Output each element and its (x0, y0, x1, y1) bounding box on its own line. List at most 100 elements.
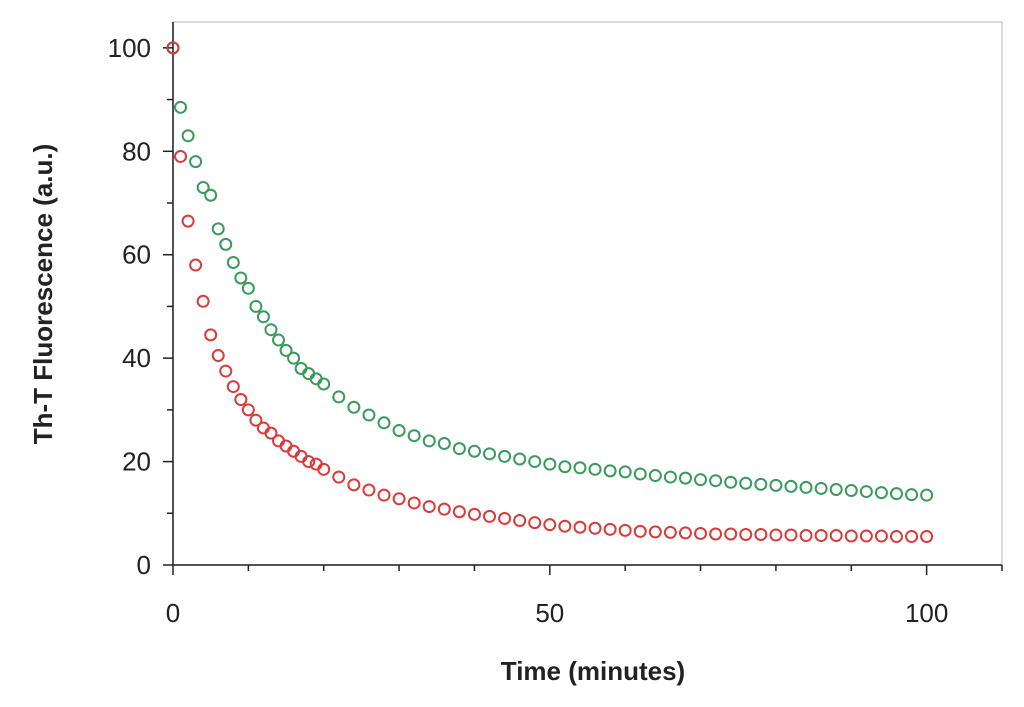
data-point (422, 500, 436, 514)
data-point (889, 530, 903, 544)
data-point (174, 100, 188, 114)
data-point (844, 484, 858, 498)
data-point (241, 281, 255, 295)
data-point (769, 528, 783, 542)
data-point (211, 222, 225, 236)
data-point (573, 461, 587, 475)
data-point (829, 529, 843, 543)
data-point (754, 477, 768, 491)
data-point (181, 129, 195, 143)
data-point (769, 478, 783, 492)
data-point (407, 496, 421, 510)
data-point (219, 364, 233, 378)
data-point (392, 492, 406, 506)
data-point (829, 482, 843, 496)
data-point (648, 525, 662, 539)
data-point (204, 188, 218, 202)
data-point (859, 529, 873, 543)
data-point (920, 530, 934, 544)
data-point (377, 416, 391, 430)
data-point (754, 527, 768, 541)
data-point (279, 343, 293, 357)
data-point (588, 521, 602, 535)
y-tick-label: 80 (122, 136, 151, 166)
data-point (347, 400, 361, 414)
data-point (241, 403, 255, 417)
x-tick-label: 100 (905, 598, 948, 628)
tick-labels: 0 50 100 0 20 40 60 80 100 (108, 33, 949, 628)
data-point (452, 442, 466, 456)
data-point (437, 436, 451, 450)
x-tick-label: 0 (166, 598, 180, 628)
y-axis-title: Th-T Fluorescence (a.u.) (28, 144, 58, 445)
data-point (377, 488, 391, 502)
data-point (196, 294, 210, 308)
data-point (249, 299, 263, 313)
y-tick-label: 0 (137, 550, 151, 580)
data-point (844, 529, 858, 543)
data-points (166, 41, 934, 544)
data-point (249, 413, 263, 427)
data-point (174, 149, 188, 163)
data-point (317, 377, 331, 391)
data-point (859, 485, 873, 499)
data-point (189, 258, 203, 272)
data-point (234, 393, 248, 407)
data-point (302, 455, 316, 469)
data-point (905, 488, 919, 502)
data-point (814, 481, 828, 495)
data-point (543, 518, 557, 532)
data-point (189, 155, 203, 169)
data-point (724, 475, 738, 489)
data-point (784, 528, 798, 542)
data-point (362, 408, 376, 422)
y-tick-label: 20 (122, 447, 151, 477)
y-tick-label: 60 (122, 240, 151, 270)
data-point (889, 487, 903, 501)
data-point (513, 514, 527, 528)
data-point (498, 511, 512, 525)
y-tick-label: 40 (122, 343, 151, 373)
data-point (467, 507, 481, 521)
data-point (799, 480, 813, 494)
data-point (528, 516, 542, 530)
data-point (392, 424, 406, 438)
data-point (678, 526, 692, 540)
data-point (678, 471, 692, 485)
data-point (603, 522, 617, 536)
data-point (332, 470, 346, 484)
data-point (181, 214, 195, 228)
data-point (347, 478, 361, 492)
data-point (709, 527, 723, 541)
data-point (558, 519, 572, 533)
data-point (633, 467, 647, 481)
data-point (709, 474, 723, 488)
data-point (422, 434, 436, 448)
data-point (874, 486, 888, 500)
data-point (513, 452, 527, 466)
data-point (814, 529, 828, 543)
data-point (226, 380, 240, 394)
data-point (528, 455, 542, 469)
data-point (543, 457, 557, 471)
plot-area (172, 21, 1003, 566)
data-point (264, 323, 278, 337)
data-point (663, 525, 677, 539)
data-point (739, 476, 753, 490)
data-point (694, 473, 708, 487)
data-point (799, 529, 813, 543)
data-point (226, 255, 240, 269)
data-point (588, 462, 602, 476)
y-tick-label: 100 (108, 33, 151, 63)
data-point (920, 488, 934, 502)
data-point (784, 479, 798, 493)
data-point (618, 465, 632, 479)
data-point (272, 333, 286, 347)
data-point (558, 460, 572, 474)
data-point (332, 390, 346, 404)
data-point (166, 41, 180, 55)
data-point (256, 310, 270, 324)
data-point (648, 469, 662, 483)
data-point (874, 529, 888, 543)
